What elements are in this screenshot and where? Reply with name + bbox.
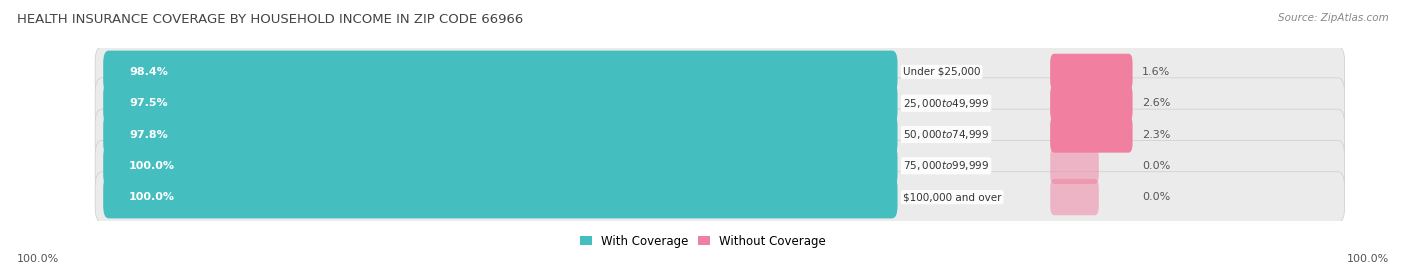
FancyBboxPatch shape [96,47,1344,97]
FancyBboxPatch shape [1050,85,1133,121]
FancyBboxPatch shape [96,172,1344,222]
FancyBboxPatch shape [103,82,897,125]
FancyBboxPatch shape [1050,116,1133,153]
Text: $25,000 to $49,999: $25,000 to $49,999 [903,97,990,110]
Text: 100.0%: 100.0% [1347,254,1389,264]
Text: $50,000 to $74,999: $50,000 to $74,999 [903,128,990,141]
Text: 97.8%: 97.8% [129,129,167,140]
Text: HEALTH INSURANCE COVERAGE BY HOUSEHOLD INCOME IN ZIP CODE 66966: HEALTH INSURANCE COVERAGE BY HOUSEHOLD I… [17,13,523,26]
Text: 2.3%: 2.3% [1142,129,1170,140]
Text: 100.0%: 100.0% [17,254,59,264]
Text: 98.4%: 98.4% [129,67,167,77]
FancyBboxPatch shape [103,176,897,218]
Text: 97.5%: 97.5% [129,98,167,108]
FancyBboxPatch shape [1050,179,1099,215]
Legend: With Coverage, Without Coverage: With Coverage, Without Coverage [575,230,831,253]
Text: 100.0%: 100.0% [129,161,174,171]
FancyBboxPatch shape [96,140,1344,191]
Text: 0.0%: 0.0% [1142,161,1170,171]
FancyBboxPatch shape [103,51,897,93]
Text: $75,000 to $99,999: $75,000 to $99,999 [903,159,990,172]
FancyBboxPatch shape [103,144,897,187]
Text: Under $25,000: Under $25,000 [903,67,980,77]
Text: 100.0%: 100.0% [129,192,174,202]
FancyBboxPatch shape [1050,54,1133,90]
FancyBboxPatch shape [96,109,1344,160]
Text: 2.6%: 2.6% [1142,98,1170,108]
Text: 1.6%: 1.6% [1142,67,1170,77]
Text: Source: ZipAtlas.com: Source: ZipAtlas.com [1278,13,1389,23]
FancyBboxPatch shape [96,78,1344,129]
Text: $100,000 and over: $100,000 and over [903,192,1001,202]
FancyBboxPatch shape [1050,148,1099,184]
FancyBboxPatch shape [103,113,897,156]
Text: 0.0%: 0.0% [1142,192,1170,202]
